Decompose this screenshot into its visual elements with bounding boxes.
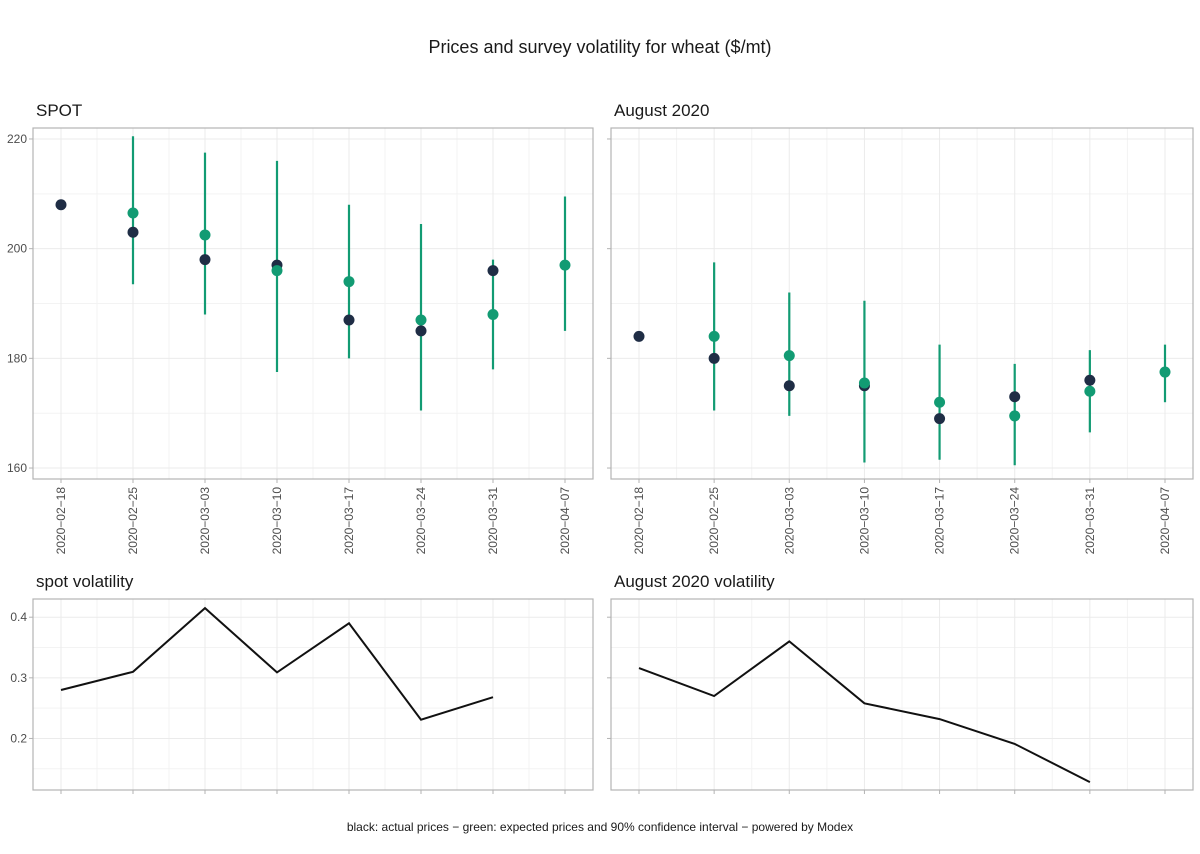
expected-price-point [343, 276, 355, 288]
panels: SPOT 160 180 200 220 2020−02−18 2020−02−25 2020… [7, 101, 1194, 794]
volatility-line [638, 640, 1091, 783]
expected-price-point [1084, 385, 1096, 397]
gridlines [33, 128, 593, 479]
x-tick-label: 2020−03−17 [342, 487, 356, 555]
actual-price-point [199, 254, 211, 266]
panel-augvol: August 2020 volatility [607, 572, 1194, 794]
actual-price-point [127, 226, 139, 238]
actual-price-point [55, 199, 67, 211]
data-marks [633, 262, 1171, 466]
gridlines [611, 599, 1193, 790]
actual-price-point [708, 352, 720, 364]
y-tick-label: 180 [7, 351, 27, 365]
data-marks [55, 136, 571, 411]
expected-price-point [1159, 366, 1171, 378]
chart-caption: black: actual prices − green: expected p… [347, 820, 853, 834]
expected-price-point [559, 259, 571, 271]
panel-title-spot: SPOT [36, 101, 82, 120]
gridlines [33, 599, 593, 790]
panel-border [32, 598, 594, 791]
expected-price-point [415, 314, 427, 326]
volatility-line [60, 606, 494, 721]
x-tick-label: 2020−02−18 [54, 487, 68, 555]
x-tick-label: 2020−03−10 [857, 487, 871, 555]
panel-spot: SPOT 160 180 200 220 2020−02−18 2020−02−25 2020… [7, 101, 594, 555]
panel-border [610, 127, 1194, 480]
actual-price-point [633, 330, 645, 342]
y-tick-label: 0.3 [10, 671, 27, 685]
expected-price-point [127, 207, 139, 219]
x-tick-label: 2020−02−25 [707, 487, 721, 555]
panel-title-spotvol: spot volatility [36, 572, 134, 591]
y-tick-label: 160 [7, 461, 27, 475]
y-tick-label: 200 [7, 242, 27, 256]
expected-price-point [199, 229, 211, 241]
expected-price-point [271, 265, 283, 277]
expected-price-point [858, 377, 870, 389]
panel-border [32, 127, 594, 480]
expected-price-point [708, 330, 720, 342]
actual-price-point [1084, 374, 1096, 386]
data-marks [60, 606, 494, 721]
panel-title-augvol: August 2020 volatility [614, 572, 775, 591]
y-tick-label: 0.4 [10, 610, 27, 624]
x-tick-label: 2020−03−31 [486, 487, 500, 555]
actual-price-point [415, 325, 427, 337]
data-marks [638, 640, 1091, 783]
expected-price-point [1009, 410, 1021, 422]
chart-title: Prices and survey volatility for wheat (… [428, 37, 771, 57]
x-tick-label: 2020−03−24 [414, 487, 428, 555]
x-tick-label: 2020−02−18 [632, 487, 646, 555]
panel-spotvol: spot volatility 0.2 0.3 0.4 [10, 572, 594, 794]
actual-price-point [783, 380, 795, 392]
x-tick-label: 2020−03−24 [1008, 487, 1022, 555]
actual-price-point [1009, 391, 1021, 403]
panel-aug: August 2020 2020−02−18 2020−02−25 2020−03−0… [607, 101, 1194, 555]
actual-price-point [934, 413, 946, 425]
x-tick-label: 2020−03−03 [198, 487, 212, 555]
x-tick-label: 2020−03−03 [782, 487, 796, 555]
expected-price-point [487, 308, 499, 320]
x-tick-label: 2020−02−25 [126, 487, 140, 555]
x-tick-label: 2020−03−31 [1083, 487, 1097, 555]
expected-price-point [934, 396, 946, 408]
y-tick-label: 0.2 [10, 731, 27, 745]
x-tick-label: 2020−04−07 [558, 487, 572, 555]
actual-price-point [343, 314, 355, 326]
actual-price-point [487, 265, 499, 277]
x-tick-label: 2020−04−07 [1158, 487, 1172, 555]
expected-price-point [783, 350, 795, 362]
x-tick-label: 2020−03−17 [933, 487, 947, 555]
panel-border [610, 598, 1194, 791]
gridlines [611, 128, 1193, 479]
panel-title-aug: August 2020 [614, 101, 709, 120]
x-tick-label: 2020−03−10 [270, 487, 284, 555]
y-tick-label: 220 [7, 132, 27, 146]
